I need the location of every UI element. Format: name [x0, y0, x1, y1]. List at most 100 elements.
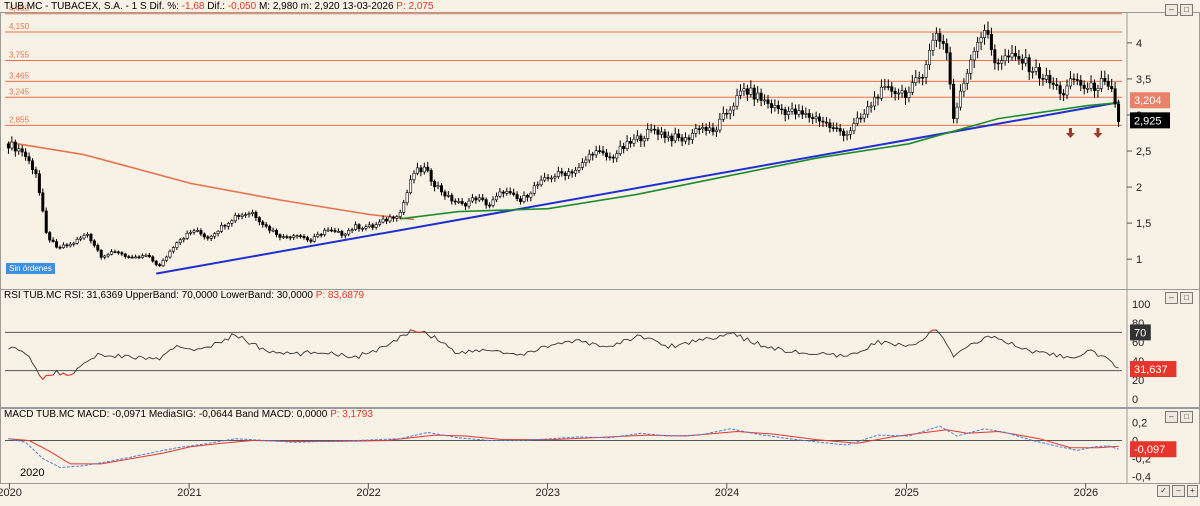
candle-body	[835, 127, 839, 130]
candle-body	[1103, 78, 1107, 82]
candle-body	[938, 33, 942, 42]
prev-price-marker-box	[1130, 92, 1170, 109]
candle-body	[653, 128, 657, 131]
candle-body	[591, 153, 595, 156]
candle-body	[302, 235, 306, 238]
bottom-plus-button[interactable]: +	[1187, 485, 1198, 497]
candle-body	[412, 173, 416, 181]
candle-body	[639, 135, 643, 142]
candle-body	[752, 87, 756, 100]
candle-body	[178, 239, 182, 243]
candle-body	[34, 169, 38, 175]
candle-body	[415, 167, 419, 174]
candle-body	[1041, 78, 1045, 80]
candle-body	[556, 171, 560, 177]
candle-body	[237, 215, 241, 217]
sell-arrow-icon	[1093, 128, 1103, 138]
candle-body	[10, 141, 14, 149]
candle-body	[354, 224, 358, 230]
candle-body	[450, 194, 454, 202]
candle-body	[127, 256, 131, 258]
candle-body	[962, 82, 966, 92]
candle-body	[1072, 78, 1076, 81]
candle-body	[1007, 55, 1011, 58]
candle-body	[725, 113, 729, 115]
dif-label: Dif.:	[207, 1, 226, 12]
candle-body	[336, 231, 340, 233]
rsi-tick-label: 0	[1132, 394, 1138, 406]
candle-body	[474, 197, 478, 201]
rsi-line	[8, 329, 1119, 380]
price-header: TUB.MC - TUBACEX, S.A. - 1 S Dif. %: -1,…	[4, 1, 434, 12]
price-minimize-button[interactable]: –	[1165, 4, 1178, 16]
candle-body	[202, 233, 206, 238]
no-orders-badge[interactable]: Sin órdenes	[6, 263, 55, 274]
candle-body	[175, 242, 179, 248]
candle-body	[268, 225, 272, 231]
sell-arrow-icon	[1065, 128, 1075, 138]
candle-body	[742, 88, 746, 92]
candle-body	[989, 34, 993, 50]
candle-body	[508, 191, 512, 194]
candle-body	[48, 232, 52, 241]
bottom-check-button[interactable]: ✓	[1157, 485, 1170, 497]
candle-body	[123, 253, 127, 257]
rsi-extreme-segment	[929, 329, 937, 333]
candle-body	[536, 184, 540, 187]
candle-body	[13, 141, 17, 152]
candle-body	[549, 177, 553, 180]
candle-body	[783, 109, 787, 115]
macd-minimize-button[interactable]: –	[1165, 411, 1178, 423]
candle-body	[934, 33, 938, 41]
candle-body	[381, 218, 385, 223]
x-tick-label: 2020	[0, 487, 22, 499]
candle-body	[323, 229, 327, 235]
year-label: 2020	[20, 467, 45, 479]
candle-body	[928, 50, 932, 66]
candle-body	[278, 234, 282, 238]
candle-body	[529, 193, 533, 198]
candle-body	[893, 90, 897, 95]
candle-body	[257, 217, 261, 223]
candle-body	[1089, 82, 1093, 89]
candle-body	[793, 108, 797, 115]
candle-body	[1038, 66, 1042, 79]
candle-body	[223, 224, 227, 227]
candle-body	[254, 211, 258, 218]
candle-body	[446, 194, 450, 197]
candle-body	[776, 105, 780, 110]
candle-body	[44, 210, 48, 233]
candle-body	[618, 145, 622, 154]
candle-body	[821, 120, 825, 123]
candle-body	[168, 250, 172, 258]
candle-body	[295, 235, 299, 237]
candle-body	[739, 90, 743, 96]
rsi-minimize-button[interactable]: –	[1165, 292, 1178, 304]
rsi-maximize-button[interactable]: □	[1180, 292, 1193, 304]
candle-body	[890, 86, 894, 92]
candle-body	[426, 166, 430, 171]
candle-body	[539, 179, 543, 186]
candle-body	[1010, 52, 1014, 58]
candle-body	[20, 148, 24, 153]
candle-body	[85, 233, 89, 236]
candle-body	[952, 83, 956, 119]
candle-body	[367, 224, 371, 228]
bottom-minus-button[interactable]: –	[1172, 485, 1185, 497]
candle-body	[976, 42, 980, 52]
candle-body	[312, 236, 316, 242]
candle-body	[429, 170, 433, 182]
candle-body	[855, 117, 859, 124]
candle-body	[264, 224, 268, 227]
macd-maximize-button[interactable]: □	[1180, 411, 1193, 423]
price-maximize-button[interactable]: □	[1180, 4, 1193, 16]
candle-body	[1093, 82, 1097, 91]
candle-body	[281, 236, 285, 238]
candle-body	[1065, 85, 1069, 96]
candle-body	[199, 230, 203, 235]
rsi-header-p: P: 83,6879	[315, 290, 365, 301]
candle-body	[941, 41, 945, 44]
candle-body	[766, 99, 770, 104]
candle-body	[1079, 79, 1083, 86]
